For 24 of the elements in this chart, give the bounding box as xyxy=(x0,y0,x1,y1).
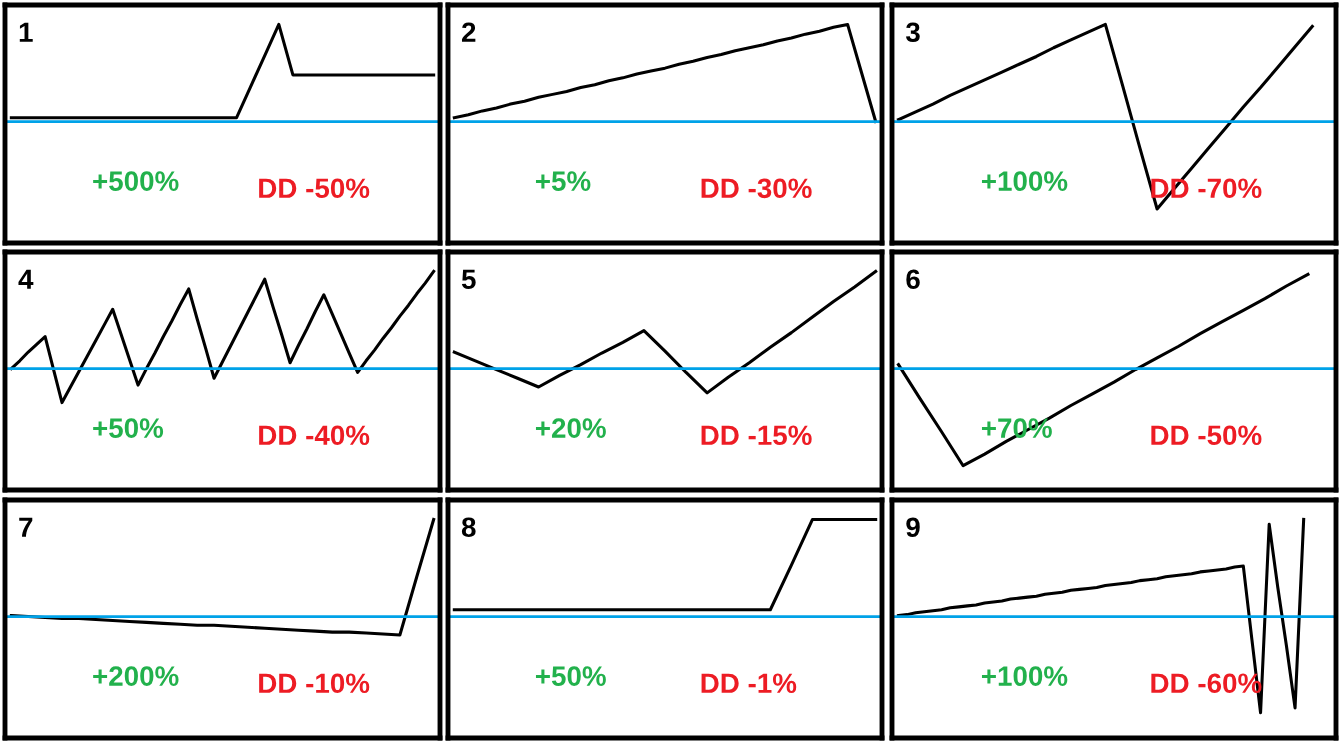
annotation: +100% xyxy=(981,666,1068,686)
chart-title: 2 xyxy=(461,22,476,42)
chart-title: 9 xyxy=(906,517,920,538)
chart-title: 3 xyxy=(905,22,920,43)
text: DD -1% xyxy=(701,673,797,694)
annotation: +100% xyxy=(981,171,1068,191)
chart-title: 6 xyxy=(906,269,920,290)
text: DD -40% xyxy=(259,425,370,446)
chart-title: 5 xyxy=(461,269,476,290)
chart-title: 4 xyxy=(18,269,34,289)
text: +5% xyxy=(535,171,591,191)
chart-title: 7 xyxy=(19,517,33,537)
text: +20% xyxy=(535,418,606,438)
text: DD -50% xyxy=(259,178,370,199)
text: DD -30% xyxy=(701,178,812,199)
chart-title: 8 xyxy=(461,517,476,538)
text: DD -15% xyxy=(701,425,812,446)
text: +50% xyxy=(535,666,606,686)
text: +50% xyxy=(93,418,164,438)
annotation: DD -50% xyxy=(1151,425,1262,446)
text: +200% xyxy=(93,666,179,686)
chart-title: 1 xyxy=(19,22,33,42)
text: +500% xyxy=(93,171,179,191)
text: DD -10% xyxy=(259,673,370,694)
